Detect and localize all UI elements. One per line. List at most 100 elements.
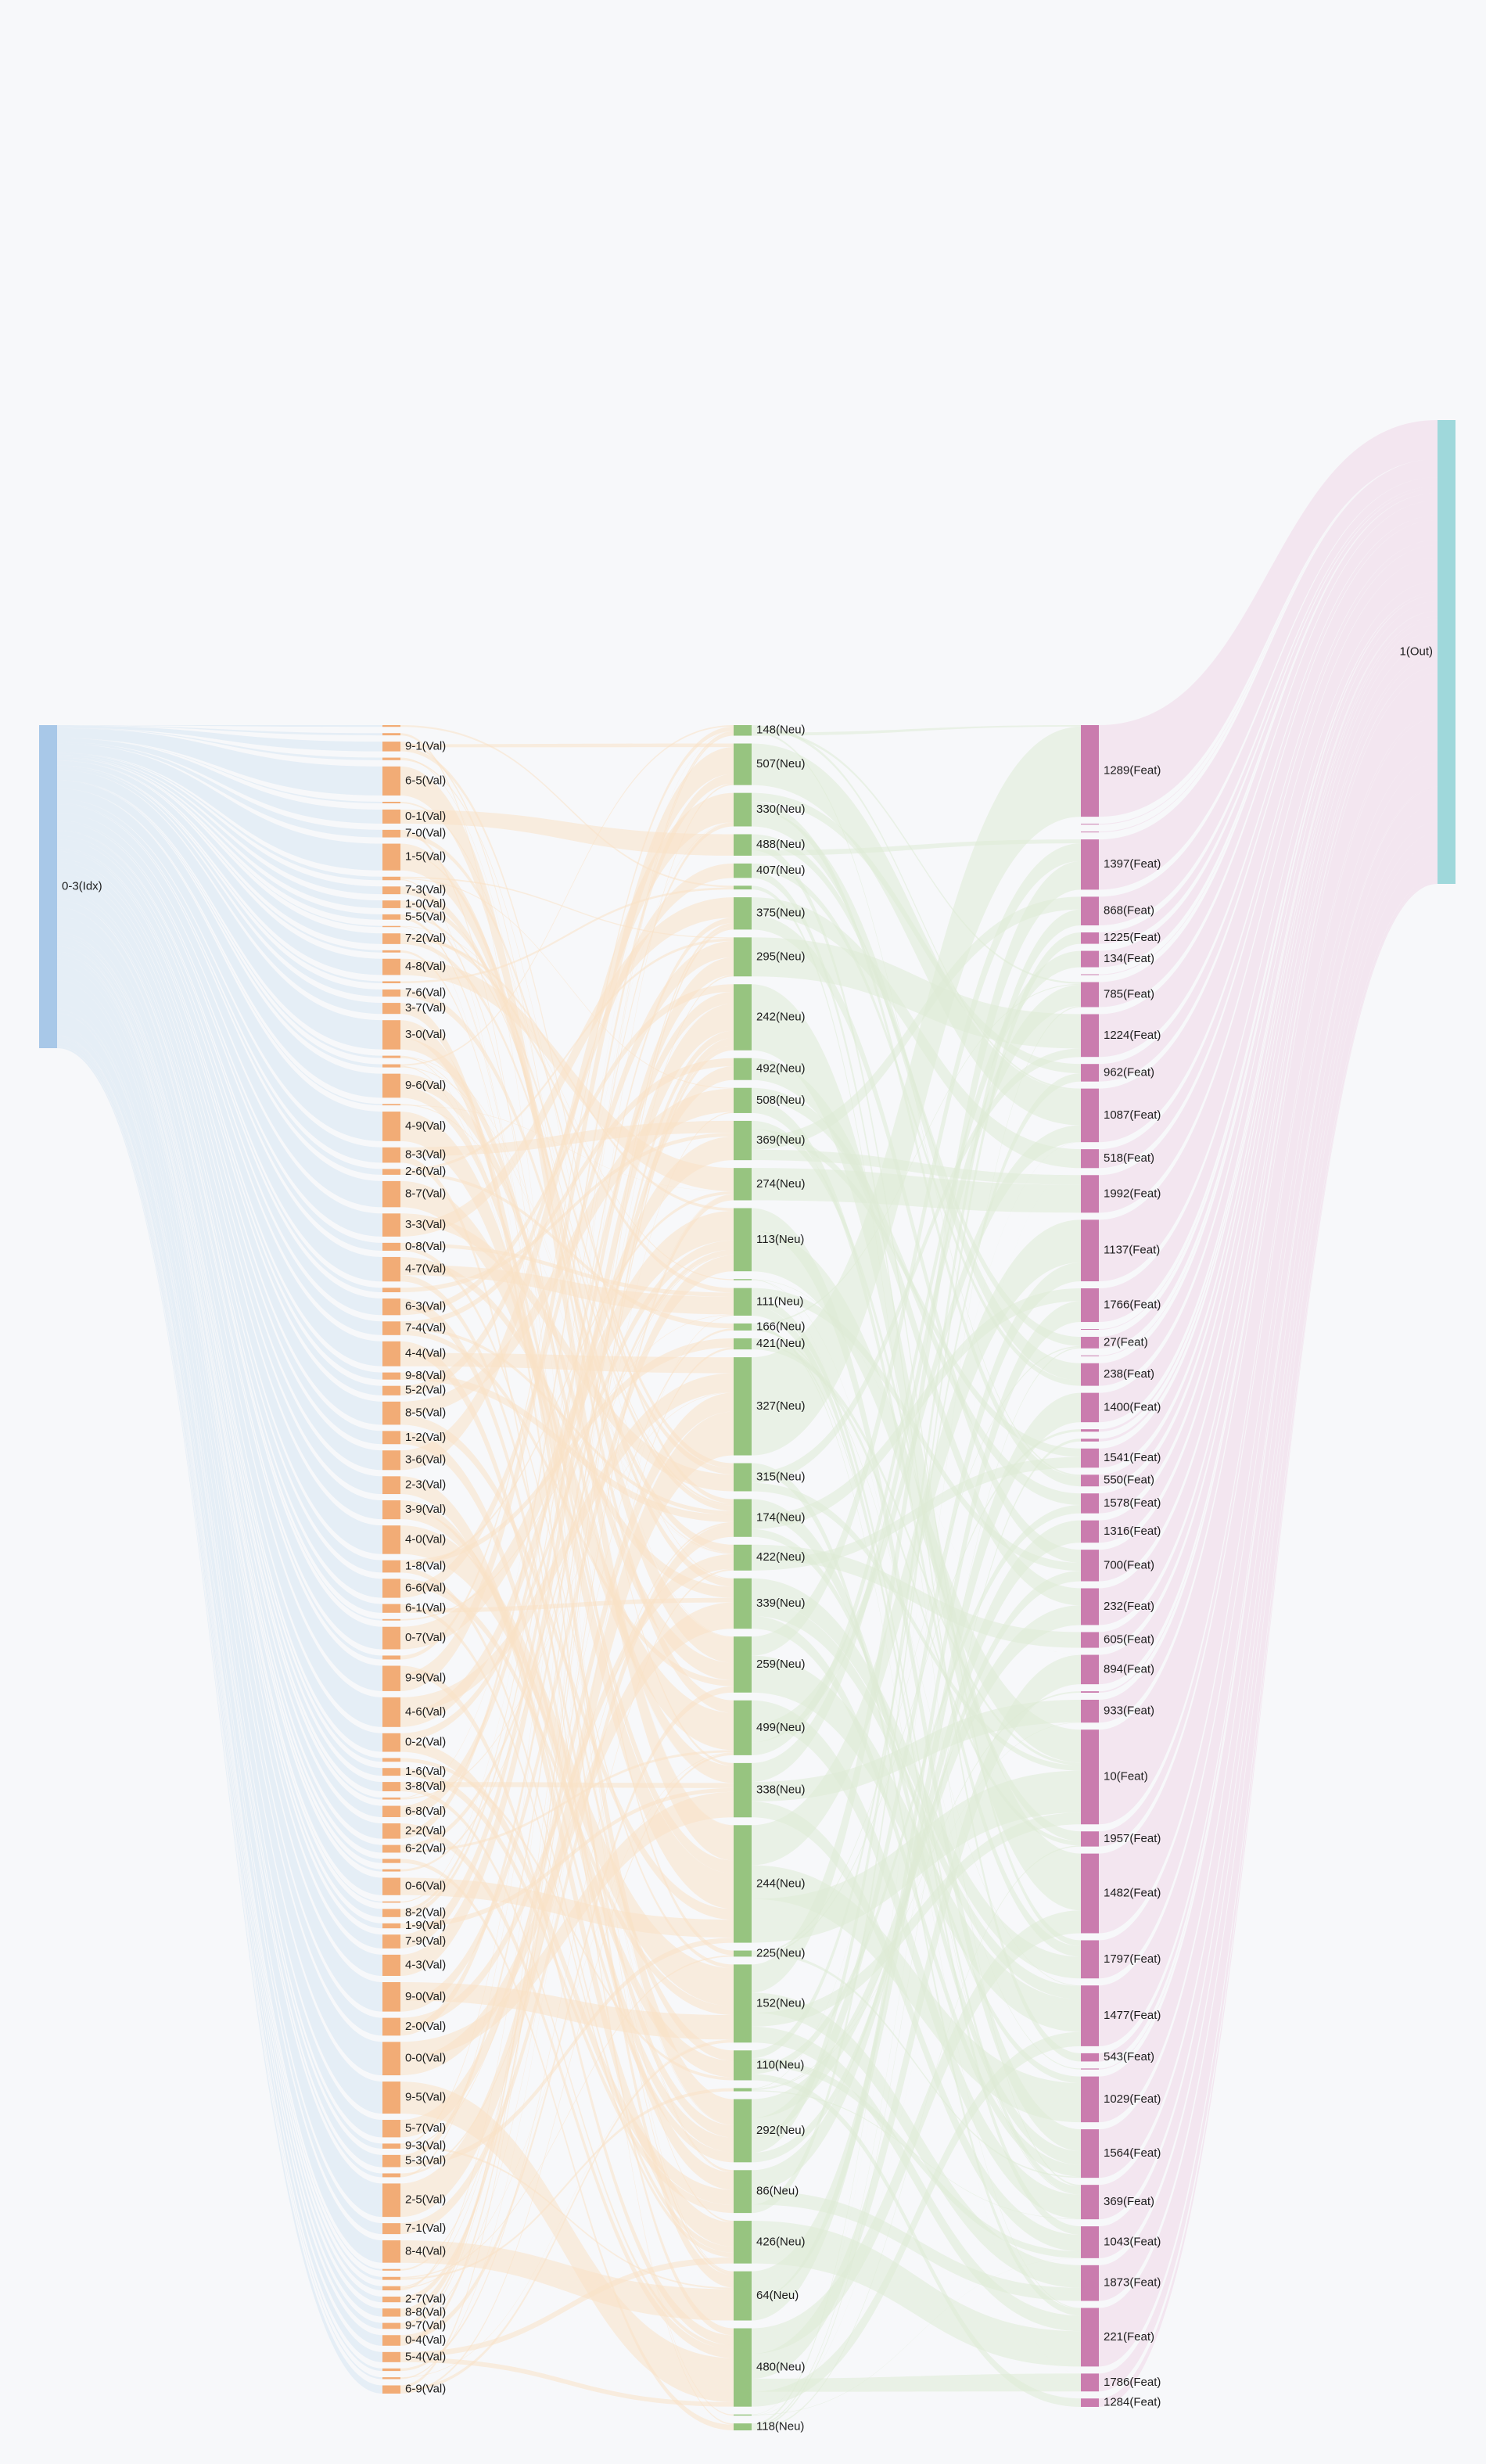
svg-text:238(Feat): 238(Feat)	[1104, 1367, 1154, 1381]
svg-text:5-7(Val): 5-7(Val)	[405, 2121, 446, 2135]
svg-text:422(Neu): 422(Neu)	[756, 1550, 806, 1564]
svg-text:1797(Feat): 1797(Feat)	[1104, 1952, 1161, 1966]
svg-text:1397(Feat): 1397(Feat)	[1104, 857, 1161, 871]
svg-text:2-6(Val): 2-6(Val)	[405, 1165, 446, 1178]
svg-text:1-2(Val): 1-2(Val)	[405, 1431, 446, 1444]
svg-text:0-6(Val): 0-6(Val)	[405, 1880, 446, 1893]
svg-text:6-9(Val): 6-9(Val)	[405, 2383, 446, 2396]
svg-text:518(Feat): 518(Feat)	[1104, 1151, 1154, 1165]
svg-text:1137(Feat): 1137(Feat)	[1104, 1244, 1160, 1257]
svg-text:259(Neu): 259(Neu)	[756, 1658, 806, 1671]
svg-text:232(Feat): 232(Feat)	[1104, 1600, 1154, 1613]
svg-text:933(Feat): 933(Feat)	[1104, 1704, 1154, 1718]
svg-text:7-4(Val): 7-4(Val)	[405, 1321, 446, 1334]
svg-text:1225(Feat): 1225(Feat)	[1104, 931, 1161, 944]
svg-text:507(Neu): 507(Neu)	[756, 757, 806, 770]
svg-text:1400(Feat): 1400(Feat)	[1104, 1400, 1161, 1413]
svg-text:1284(Feat): 1284(Feat)	[1104, 2396, 1161, 2409]
svg-text:369(Neu): 369(Neu)	[756, 1133, 806, 1147]
svg-text:1477(Feat): 1477(Feat)	[1104, 2009, 1161, 2022]
svg-text:868(Feat): 868(Feat)	[1104, 904, 1154, 918]
svg-text:1-6(Val): 1-6(Val)	[405, 1765, 446, 1778]
svg-text:8-7(Val): 8-7(Val)	[405, 1187, 446, 1201]
svg-text:7-1(Val): 7-1(Val)	[405, 2222, 446, 2235]
svg-text:338(Neu): 338(Neu)	[756, 1783, 806, 1797]
svg-text:1-5(Val): 1-5(Val)	[405, 850, 446, 864]
svg-text:1957(Feat): 1957(Feat)	[1104, 1832, 1161, 1845]
svg-text:543(Feat): 543(Feat)	[1104, 2050, 1154, 2064]
svg-text:3-7(Val): 3-7(Val)	[405, 1001, 446, 1015]
svg-text:407(Neu): 407(Neu)	[756, 864, 806, 877]
svg-text:0-2(Val): 0-2(Val)	[405, 1736, 446, 1749]
svg-text:330(Neu): 330(Neu)	[756, 803, 806, 816]
svg-text:375(Neu): 375(Neu)	[756, 907, 806, 920]
svg-text:166(Neu): 166(Neu)	[756, 1320, 806, 1333]
svg-text:8-4(Val): 8-4(Val)	[405, 2244, 446, 2257]
svg-text:3-0(Val): 3-0(Val)	[405, 1028, 446, 1041]
svg-text:700(Feat): 700(Feat)	[1104, 1558, 1154, 1571]
svg-text:0-4(Val): 0-4(Val)	[405, 2333, 446, 2347]
svg-text:9-6(Val): 9-6(Val)	[405, 1079, 446, 1092]
svg-text:327(Neu): 327(Neu)	[756, 1399, 806, 1413]
svg-text:118(Neu): 118(Neu)	[756, 2420, 804, 2433]
svg-text:174(Neu): 174(Neu)	[756, 1511, 806, 1525]
svg-text:1786(Feat): 1786(Feat)	[1104, 2376, 1161, 2389]
svg-text:1482(Feat): 1482(Feat)	[1104, 1887, 1161, 1900]
svg-text:2-7(Val): 2-7(Val)	[405, 2293, 446, 2306]
svg-text:5-3(Val): 5-3(Val)	[405, 2154, 446, 2168]
svg-text:3-3(Val): 3-3(Val)	[405, 1218, 446, 1231]
svg-text:9-7(Val): 9-7(Val)	[405, 2319, 446, 2332]
svg-text:9-3(Val): 9-3(Val)	[405, 2139, 446, 2153]
svg-text:10(Feat): 10(Feat)	[1104, 1770, 1148, 1783]
svg-text:369(Feat): 369(Feat)	[1104, 2195, 1154, 2208]
svg-text:0-3(Idx): 0-3(Idx)	[62, 879, 102, 893]
svg-text:488(Neu): 488(Neu)	[756, 838, 806, 851]
svg-text:1316(Feat): 1316(Feat)	[1104, 1525, 1161, 1538]
svg-text:1541(Feat): 1541(Feat)	[1104, 1451, 1161, 1464]
svg-text:148(Neu): 148(Neu)	[756, 724, 806, 737]
svg-text:7-0(Val): 7-0(Val)	[405, 827, 446, 840]
svg-text:0-8(Val): 0-8(Val)	[405, 1240, 446, 1253]
svg-text:4-7(Val): 4-7(Val)	[405, 1263, 446, 1276]
svg-text:5-4(Val): 5-4(Val)	[405, 2350, 446, 2363]
svg-text:9-0(Val): 9-0(Val)	[405, 1990, 446, 2003]
svg-text:8-2(Val): 8-2(Val)	[405, 1906, 446, 1920]
svg-text:2-2(Val): 2-2(Val)	[405, 1824, 446, 1837]
svg-text:9-8(Val): 9-8(Val)	[405, 1369, 446, 1382]
svg-text:27(Feat): 27(Feat)	[1104, 1335, 1148, 1349]
svg-text:1289(Feat): 1289(Feat)	[1104, 764, 1161, 778]
svg-text:64(Neu): 64(Neu)	[756, 2289, 799, 2302]
svg-text:152(Neu): 152(Neu)	[756, 1996, 806, 2010]
svg-text:1873(Feat): 1873(Feat)	[1104, 2276, 1161, 2290]
svg-text:3-6(Val): 3-6(Val)	[405, 1453, 446, 1467]
svg-text:8-3(Val): 8-3(Val)	[405, 1148, 446, 1162]
svg-text:4-6(Val): 4-6(Val)	[405, 1705, 446, 1719]
svg-text:1578(Feat): 1578(Feat)	[1104, 1496, 1161, 1510]
svg-text:295(Neu): 295(Neu)	[756, 950, 806, 963]
svg-text:0-1(Val): 0-1(Val)	[405, 810, 446, 823]
svg-text:8-8(Val): 8-8(Val)	[405, 2305, 446, 2319]
svg-text:894(Feat): 894(Feat)	[1104, 1662, 1154, 1676]
svg-text:3-9(Val): 3-9(Val)	[405, 1503, 446, 1516]
svg-text:292(Neu): 292(Neu)	[756, 2124, 806, 2137]
svg-text:2-5(Val): 2-5(Val)	[405, 2193, 446, 2207]
svg-text:8-5(Val): 8-5(Val)	[405, 1406, 446, 1420]
svg-text:1224(Feat): 1224(Feat)	[1104, 1029, 1161, 1042]
svg-text:1-0(Val): 1-0(Val)	[405, 897, 446, 911]
svg-text:9-1(Val): 9-1(Val)	[405, 739, 446, 752]
svg-text:7-2(Val): 7-2(Val)	[405, 932, 446, 945]
svg-text:3-8(Val): 3-8(Val)	[405, 1780, 446, 1793]
svg-text:785(Feat): 785(Feat)	[1104, 987, 1154, 1000]
svg-text:2-0(Val): 2-0(Val)	[405, 2020, 446, 2033]
svg-text:339(Neu): 339(Neu)	[756, 1597, 806, 1610]
svg-text:7-6(Val): 7-6(Val)	[405, 986, 446, 1000]
svg-text:86(Neu): 86(Neu)	[756, 2185, 799, 2198]
svg-text:6-1(Val): 6-1(Val)	[405, 1601, 446, 1615]
svg-text:508(Neu): 508(Neu)	[756, 1094, 806, 1107]
svg-text:4-8(Val): 4-8(Val)	[405, 960, 446, 973]
svg-text:2-3(Val): 2-3(Val)	[405, 1478, 446, 1492]
svg-text:426(Neu): 426(Neu)	[756, 2235, 806, 2248]
svg-text:4-4(Val): 4-4(Val)	[405, 1347, 446, 1360]
svg-text:1564(Feat): 1564(Feat)	[1104, 2146, 1161, 2160]
svg-text:605(Feat): 605(Feat)	[1104, 1632, 1154, 1646]
